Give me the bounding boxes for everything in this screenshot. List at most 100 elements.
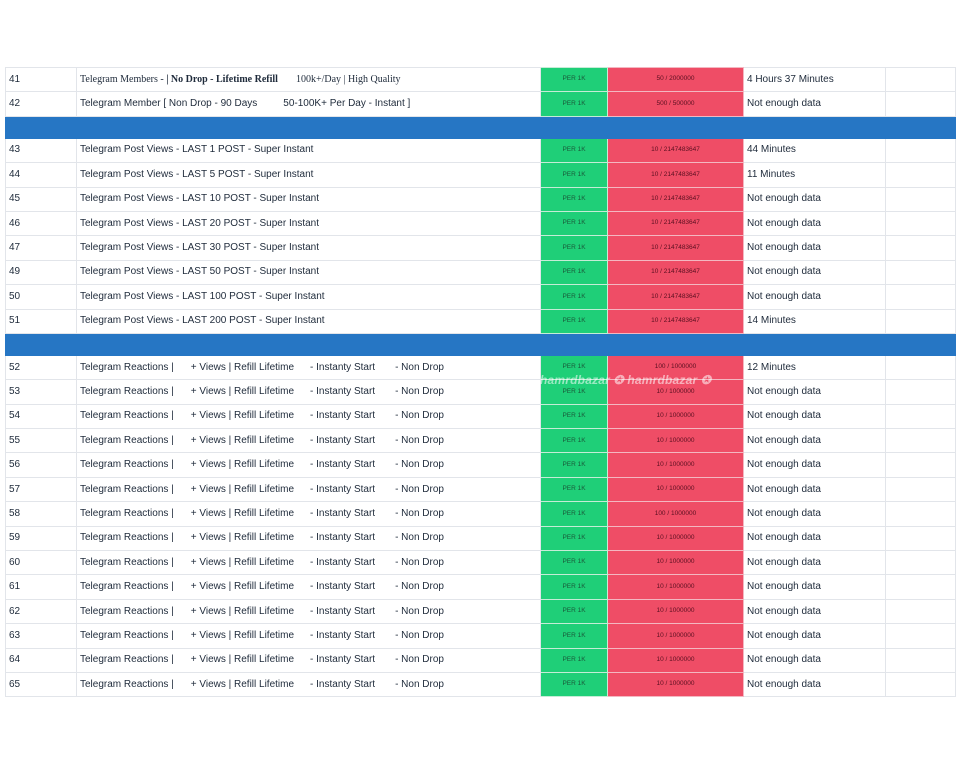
service-id: 45 [5,186,77,212]
reaction-part: - Non Drop [395,434,444,446]
table-row[interactable]: 46 Telegram Post Views - LAST 20 POST - S… [5,210,956,237]
min-max-cell: 10 / 1000000 [607,452,744,478]
service-name: Telegram Reactions | + Views | Refill Lif… [76,501,541,527]
service-name-part: 100k+/Day | High Quality [295,73,401,85]
average-time: Not enough data [743,598,886,625]
average-time: Not enough data [743,550,886,576]
empty-cell [885,452,956,478]
table-row[interactable]: 53 Telegram Reactions | + Views | Refill L… [5,379,956,405]
service-name: Telegram Reactions | + Views | Refill Lif… [76,647,541,673]
reaction-part: Telegram Reactions | [80,629,174,641]
min-max-cell: 10 / 2147483647 [607,162,744,188]
table-row[interactable]: 44 Telegram Post Views - LAST 5 POST - Su… [5,162,956,188]
per-cell: PER 1K [540,452,608,478]
average-time: 4 Hours 37 Minutes [743,66,886,93]
service-name: Telegram Post Views - LAST 30 POST - Sup… [76,235,541,261]
reaction-part: + Views | Refill Lifetime [190,410,295,422]
table-row[interactable]: 42 Telegram Member [ Non Drop - 90 Days 5… [5,91,956,117]
min-max-cell: 10 / 2147483647 [607,137,744,164]
reaction-part: - Instanty Start [310,678,376,690]
table-row[interactable]: 56 Telegram Reactions | + Views | Refill L… [5,452,956,478]
table-row[interactable]: 41 Telegram Members - | No Drop - Lifeti… [5,66,956,93]
table-row[interactable]: 60 Telegram Reactions | + Views | Refill L… [5,550,956,576]
per-cell: PER 1K [540,574,608,600]
service-name: Telegram Post Views - LAST 10 POST - Sup… [76,186,541,212]
service-id: 41 [5,66,77,93]
table-row[interactable]: 52 Telegram Reactions | + Views | Refill L… [5,354,956,381]
service-id: 51 [5,308,77,334]
service-id: 61 [5,574,77,600]
table-row[interactable]: 43 Telegram Post Views - LAST 1 POST - Su… [5,137,956,164]
empty-cell [885,476,956,503]
empty-cell [885,66,956,93]
table-row[interactable]: 58 Telegram Reactions | + Views | Refill L… [5,501,956,527]
average-time: 11 Minutes [743,162,886,188]
average-time: Not enough data [743,428,886,454]
min-max-cell: 10 / 1000000 [607,379,744,405]
per-cell: PER 1K [540,671,608,698]
table-row[interactable]: 47 Telegram Post Views - LAST 30 POST - S… [5,235,956,261]
empty-cell [885,186,956,212]
average-time: Not enough data [743,210,886,237]
reaction-part: Telegram Reactions | [80,654,174,666]
average-time: Not enough data [743,501,886,527]
min-max-cell: 10 / 1000000 [607,623,744,649]
table-row[interactable]: 49 Telegram Post Views - LAST 50 POST - S… [5,259,956,286]
service-name: Telegram Reactions | + Views | Refill Lif… [76,623,541,649]
table-row[interactable]: 59 Telegram Reactions | + Views | Refill L… [5,525,956,552]
per-cell: PER 1K [540,137,608,164]
reaction-part: + Views | Refill Lifetime [190,459,295,471]
table-row[interactable]: 61 Telegram Reactions | + Views | Refill L… [5,574,956,600]
reaction-part: + Views | Refill Lifetime [190,629,295,641]
empty-cell [885,550,956,576]
average-time: Not enough data [743,647,886,673]
table-row[interactable]: 57 Telegram Reactions | + Views | Refill L… [5,476,956,503]
service-id: 49 [5,259,77,286]
average-time: Not enough data [743,403,886,430]
min-max-cell: 10 / 2147483647 [607,284,744,310]
table-row[interactable]: 51 Telegram Post Views - LAST 200 POST - … [5,308,956,334]
min-max-cell: 10 / 1000000 [607,428,744,454]
average-time: Not enough data [743,623,886,649]
per-cell: PER 1K [540,235,608,261]
table-row[interactable]: 54 Telegram Reactions | + Views | Refill L… [5,403,956,430]
service-id: 43 [5,137,77,164]
reaction-part: - Non Drop [395,507,444,519]
reaction-part: - Instanty Start [310,410,376,422]
reaction-part: - Instanty Start [310,385,376,397]
reaction-part: Telegram Reactions | [80,410,174,422]
watermark: hamrdbazar ✪ hamrdbazar ✪ [540,373,712,387]
empty-cell [885,137,956,164]
service-name: Telegram Reactions | + Views | Refill Lif… [76,403,541,430]
average-time: Not enough data [743,525,886,552]
service-name-part: Telegram Members - [80,73,167,85]
reaction-part: - Non Drop [395,410,444,422]
table-row[interactable]: 64 Telegram Reactions | + Views | Refill L… [5,647,956,673]
per-cell: PER 1K [540,623,608,649]
table-row[interactable]: 62 Telegram Reactions | + Views | Refill L… [5,598,956,625]
average-time: 44 Minutes [743,137,886,164]
reaction-part: - Non Drop [395,361,444,373]
table-row[interactable]: 65 Telegram Reactions | + Views | Refill L… [5,671,956,698]
service-id: 53 [5,379,77,405]
reaction-part: - Non Drop [395,483,444,495]
average-time: Not enough data [743,186,886,212]
reaction-part: - Non Drop [395,556,444,568]
per-cell: PER 1K [540,284,608,310]
table-row[interactable]: 55 Telegram Reactions | + Views | Refill L… [5,428,956,454]
service-name: Telegram Post Views - LAST 20 POST - Sup… [76,210,541,237]
service-id: 47 [5,235,77,261]
per-cell: PER 1K [540,598,608,625]
table-row[interactable]: 63 Telegram Reactions | + Views | Refill L… [5,623,956,649]
reaction-part: Telegram Reactions | [80,605,174,617]
service-name: Telegram Post Views - LAST 5 POST - Supe… [76,162,541,188]
service-id: 57 [5,476,77,503]
category-separator [5,115,956,139]
table-row[interactable]: 50 Telegram Post Views - LAST 100 POST - … [5,284,956,310]
average-time: 12 Minutes [743,354,886,381]
per-cell: PER 1K [540,210,608,237]
table-row[interactable]: 45 Telegram Post Views - LAST 10 POST - S… [5,186,956,212]
average-time: Not enough data [743,476,886,503]
reaction-part: Telegram Reactions | [80,434,174,446]
per-cell: PER 1K [540,550,608,576]
